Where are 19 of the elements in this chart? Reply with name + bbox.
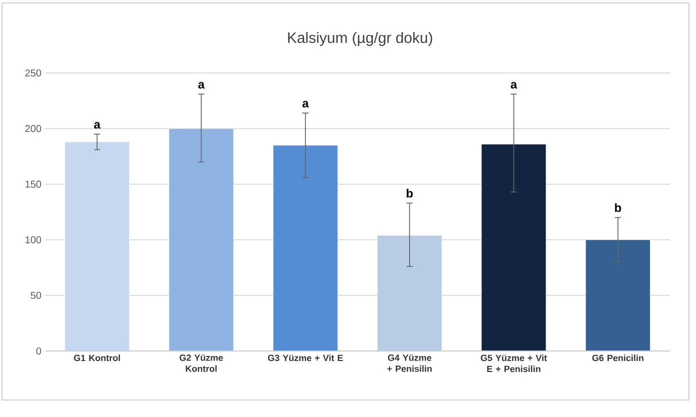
chart-title: Kalsiyum (µg/gr doku)	[288, 32, 432, 46]
x-tick-label: G3 Yüzme + Vit E	[268, 354, 343, 362]
x-tick-label: G4 Yüzme + Penisilin	[387, 354, 432, 372]
y-tick-label: 100	[26, 236, 42, 244]
annotation: a	[302, 100, 309, 108]
y-tick-label: 200	[25, 125, 42, 132]
x-tick-label: G5 Yüzme + Vit E + Penisilin	[480, 354, 547, 372]
y-tick-label: 50	[30, 292, 42, 299]
x-tick-label: G1 Kontrol	[74, 354, 120, 362]
annotation: a	[94, 122, 100, 129]
x-tick-label: G6 Penicilin	[592, 354, 644, 362]
y-tick-label: 150	[26, 180, 42, 188]
annotation: b	[406, 188, 413, 198]
y-tick-label: 0	[36, 347, 42, 355]
annotation: a	[198, 82, 205, 89]
x-tick-label: G2 Yüzme Kontrol	[180, 354, 223, 372]
annotation: a	[510, 82, 518, 89]
annotation: b	[615, 203, 622, 212]
y-tick-label: 250	[25, 69, 42, 77]
